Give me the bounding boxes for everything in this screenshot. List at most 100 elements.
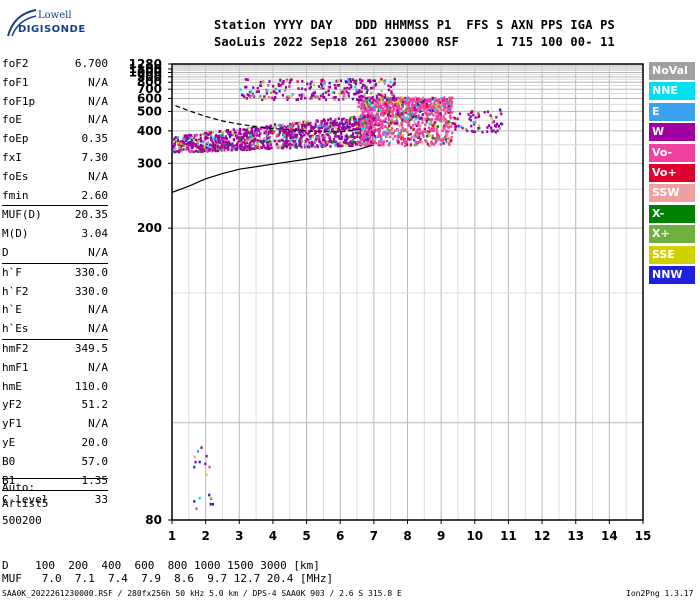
echo-point [456, 117, 459, 121]
echo-point [442, 119, 445, 123]
echo-point [295, 133, 298, 137]
echo-point [494, 125, 498, 128]
echo-point [470, 110, 474, 113]
echo-point [371, 120, 374, 124]
echo-point [347, 126, 350, 129]
echo-point [454, 128, 457, 131]
echo-point [308, 141, 311, 144]
echo-point [384, 102, 387, 106]
echo-point [322, 85, 326, 89]
echo-point [198, 146, 201, 149]
echo-point [250, 139, 253, 143]
echo-point [388, 129, 392, 132]
echo-point [421, 118, 424, 121]
echo-point [290, 94, 293, 98]
param-row: foF1p N/A [2, 93, 108, 112]
echo-point [401, 98, 405, 101]
echo-point [305, 132, 308, 135]
echo-point [209, 132, 212, 135]
echo-point [199, 150, 202, 153]
echo-point [435, 108, 438, 111]
echo-point [425, 102, 428, 106]
echo-point [442, 126, 445, 129]
echo-point [396, 96, 399, 100]
parameters-panel: foF2 6.700 foF1 N/A foF1p N/A foE N/A foEp 0.35 fx… [2, 55, 108, 510]
echo-point [368, 99, 371, 102]
echo-point [271, 129, 274, 132]
x-tick-label: 15 [635, 529, 652, 543]
echo-point [342, 123, 345, 126]
echo-point [263, 95, 266, 98]
echo-point [300, 94, 304, 98]
echo-point [396, 109, 399, 113]
echo-point [329, 117, 332, 121]
echo-point [378, 108, 381, 111]
echo-point [344, 127, 347, 130]
echo-point [334, 132, 337, 136]
echo-point [237, 137, 240, 141]
footer-version: Ion2Png 1.3.17 [626, 589, 694, 598]
echo-point [274, 96, 277, 99]
echo-point [360, 97, 363, 101]
echo-point [438, 135, 441, 138]
echo-point [230, 148, 233, 152]
echo-point [214, 139, 217, 143]
echo-point [281, 82, 284, 85]
echo-point [360, 90, 363, 93]
echo-point [183, 144, 186, 148]
echo-point [376, 117, 379, 121]
echo-point [440, 120, 443, 123]
echo-point [318, 124, 321, 127]
echo-point [401, 104, 404, 107]
echo-point [189, 136, 192, 140]
echo-point [366, 120, 369, 124]
param-row: h`F 330.0 [2, 262, 108, 283]
echo-point [286, 98, 289, 101]
echo-point [430, 127, 434, 130]
echo-point [314, 95, 317, 98]
legend-item: NNE [649, 82, 695, 101]
echo-point [278, 89, 281, 93]
echo-point [268, 139, 271, 143]
echo-point [348, 116, 352, 119]
echo-point [397, 140, 400, 143]
param-name: hmE [2, 379, 22, 393]
echo-point [429, 142, 433, 145]
echo-point [242, 136, 245, 139]
echo-point [374, 99, 377, 103]
echo-point [277, 83, 280, 86]
echo-point [298, 121, 301, 124]
echo-point [369, 104, 372, 107]
echo-point [224, 144, 227, 147]
echo-point [464, 127, 467, 131]
echo-point [409, 118, 412, 122]
echo-point [194, 144, 197, 148]
echo-point [195, 149, 198, 153]
echo-point [398, 102, 401, 105]
echo-point [249, 137, 252, 140]
echo-point [446, 102, 450, 106]
echo-point [282, 128, 285, 131]
echo-point [267, 145, 270, 148]
echo-point [431, 105, 434, 109]
echo-point [294, 122, 297, 125]
echo-point [204, 135, 207, 139]
echo-point [337, 124, 340, 127]
echo-point [263, 131, 266, 135]
echo-point [428, 109, 431, 112]
echo-point [220, 137, 223, 140]
echo-point [383, 82, 386, 85]
echo-point [208, 149, 211, 152]
echo-point [172, 140, 175, 143]
echo-point [269, 131, 273, 135]
echo-point [378, 130, 381, 133]
echo-point [259, 94, 262, 98]
x-tick-label: 3 [235, 529, 243, 543]
echo-point [410, 117, 413, 121]
echo-point [404, 129, 407, 132]
echo-point [437, 103, 440, 107]
echo-point [405, 120, 408, 124]
echo-point [246, 93, 249, 96]
echo-point [423, 98, 426, 102]
echo-point [375, 105, 378, 108]
